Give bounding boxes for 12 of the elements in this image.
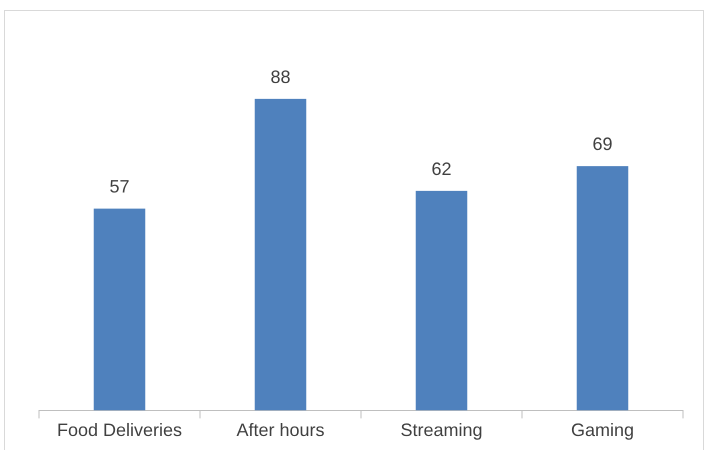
bar xyxy=(416,190,468,410)
bar xyxy=(94,208,146,410)
data-label: 69 xyxy=(592,134,613,154)
x-tick-label: After hours xyxy=(236,420,325,440)
x-tick-label: Gaming xyxy=(570,420,634,440)
data-label: 88 xyxy=(270,66,291,87)
data-label: 57 xyxy=(109,176,130,197)
x-tick-label: Food Deliveries xyxy=(56,420,182,440)
data-label: 62 xyxy=(431,158,452,179)
bar xyxy=(254,98,306,410)
bar xyxy=(576,166,628,410)
x-tick-label: Streaming xyxy=(400,420,483,440)
